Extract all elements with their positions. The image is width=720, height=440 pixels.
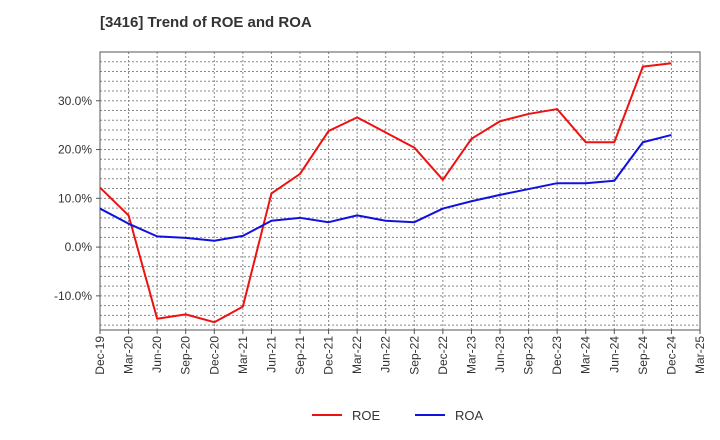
x-tick-label: Sep-21 (293, 336, 307, 375)
x-tick-label: Jun-22 (379, 336, 393, 373)
y-tick-label: 10.0% (58, 191, 92, 205)
y-tick-label: 0.0% (65, 240, 93, 254)
x-tick-label: Mar-23 (464, 336, 478, 374)
x-tick-label: Mar-25 (693, 336, 707, 374)
x-tick-label: Sep-24 (636, 336, 650, 375)
x-tick-label: Mar-20 (122, 336, 136, 374)
x-tick-label: Mar-22 (350, 336, 364, 374)
x-tick-label: Jun-24 (607, 336, 621, 373)
x-tick-label: Sep-23 (522, 336, 536, 375)
x-tick-label: Dec-19 (93, 336, 107, 375)
legend-label-roa: ROA (455, 408, 484, 423)
series-line-roa (99, 133, 672, 242)
y-tick-label: 20.0% (58, 143, 92, 157)
legend-label-roe: ROE (352, 408, 381, 423)
x-tick-label: Mar-24 (579, 336, 593, 374)
x-tick-label: Dec-23 (550, 336, 564, 375)
x-tick-label: Jun-20 (150, 336, 164, 373)
series-line-roe (99, 62, 672, 324)
chart-title: [3416] Trend of ROE and ROA (100, 14, 312, 31)
x-tick-label: Dec-22 (436, 336, 450, 375)
grid-lines (100, 52, 700, 330)
y-axis-ticks: -10.0% 0.0% 10.0% 20.0% 30.0% (54, 94, 100, 303)
x-axis-ticks: Dec-19 Mar-20 Jun-20 Sep-20 Dec-20 Mar-21 Jun-… (93, 330, 707, 375)
x-tick-label: Dec-24 (664, 336, 678, 375)
x-tick-label: Dec-21 (322, 336, 336, 375)
series-lines (99, 62, 672, 324)
x-tick-label: Jun-21 (264, 336, 278, 373)
x-tick-label: Jun-23 (493, 336, 507, 373)
legend: ROE ROA (312, 408, 484, 423)
y-tick-label: 30.0% (58, 94, 92, 108)
x-tick-label: Sep-22 (407, 336, 421, 375)
y-tick-label: -10.0% (54, 289, 92, 303)
x-tick-label: Dec-20 (207, 336, 221, 375)
x-tick-label: Mar-21 (236, 336, 250, 374)
plot-area (99, 51, 701, 331)
x-tick-label: Sep-20 (179, 336, 193, 375)
